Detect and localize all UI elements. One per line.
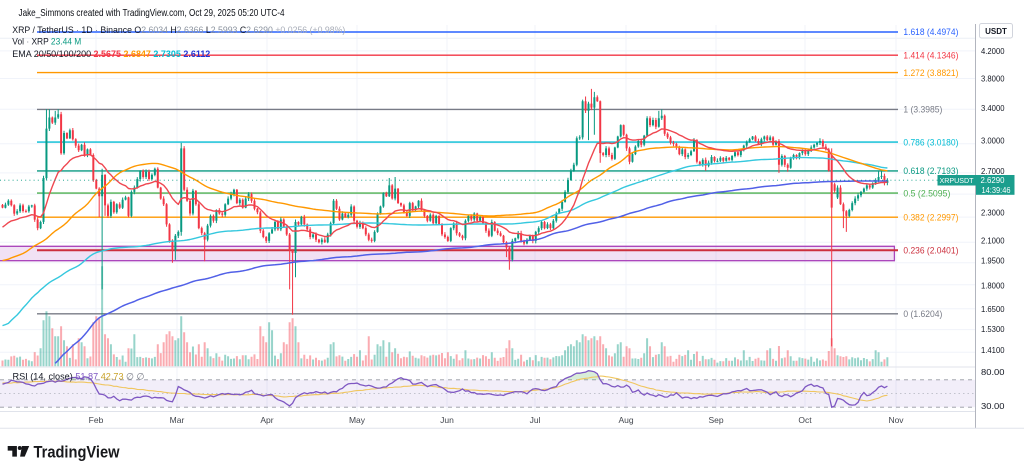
svg-text:1.8000: 1.8000	[981, 282, 1005, 291]
svg-text:0 (1.6204): 0 (1.6204)	[903, 309, 942, 319]
svg-text:0.236 (2.0401): 0.236 (2.0401)	[903, 245, 958, 255]
svg-text:Vol · XRP 23.44 M: Vol · XRP 23.44 M	[12, 36, 81, 46]
svg-text:1.4100: 1.4100	[981, 346, 1005, 355]
svg-text:Aug: Aug	[618, 415, 633, 425]
svg-text:0.382 (2.2997): 0.382 (2.2997)	[903, 212, 958, 222]
svg-text:1.272 (3.8821): 1.272 (3.8821)	[903, 68, 958, 78]
svg-text:Nov: Nov	[888, 415, 904, 425]
svg-text:TradingView: TradingView	[34, 444, 120, 462]
svg-text:Jun: Jun	[440, 415, 454, 425]
svg-text:Jul: Jul	[530, 415, 541, 425]
svg-text:30.00: 30.00	[981, 402, 1005, 411]
svg-text:USDT: USDT	[985, 27, 1007, 36]
svg-text:2.3000: 2.3000	[981, 208, 1005, 217]
svg-text:2.6290: 2.6290	[981, 176, 1005, 185]
svg-text:Sep: Sep	[708, 415, 723, 425]
svg-text:RSI (14, close) 51.87 42.73 ∅: RSI (14, close) 51.87 42.73 ∅ ∅	[13, 372, 145, 382]
svg-text:3.8000: 3.8000	[981, 75, 1005, 84]
svg-text:2.1000: 2.1000	[981, 236, 1005, 245]
svg-text:Mar: Mar	[170, 415, 185, 425]
svg-text:Apr: Apr	[260, 415, 273, 425]
svg-text:0.5 (2.5095): 0.5 (2.5095)	[903, 188, 950, 198]
svg-text:2.7000: 2.7000	[981, 167, 1005, 176]
svg-text:EMA 20/50/100/200 2.5675 2.684: EMA 20/50/100/200 2.5675 2.6847 2.7305 2…	[12, 49, 210, 59]
svg-text:3.0000: 3.0000	[981, 136, 1005, 145]
svg-text:May: May	[349, 415, 366, 425]
svg-text:1 (3.3985): 1 (3.3985)	[903, 105, 942, 115]
svg-text:1.9500: 1.9500	[981, 257, 1005, 266]
svg-text:1.6500: 1.6500	[981, 305, 1005, 314]
svg-text:XRP / TetherUS · 1D · Binance: XRP / TetherUS · 1D · Binance O2.6034 H2…	[12, 25, 345, 35]
svg-text:1.618 (4.4974): 1.618 (4.4974)	[903, 27, 958, 37]
svg-text:0.786 (3.0180): 0.786 (3.0180)	[903, 137, 958, 147]
svg-text:80.00: 80.00	[981, 368, 1005, 377]
svg-text:1.5300: 1.5300	[981, 325, 1005, 334]
svg-text:3.4000: 3.4000	[981, 104, 1005, 113]
svg-text:Feb: Feb	[89, 415, 104, 425]
svg-text:4.2000: 4.2000	[981, 47, 1005, 56]
svg-text:Oct: Oct	[798, 415, 812, 425]
svg-text:XRPUSDT: XRPUSDT	[940, 176, 974, 185]
svg-text:Jake_Simmons created with Trad: Jake_Simmons created with TradingView.co…	[19, 7, 285, 19]
svg-text:1.414 (4.1346): 1.414 (4.1346)	[903, 50, 958, 60]
svg-text:14:39:46: 14:39:46	[982, 186, 1011, 195]
svg-text:0.618 (2.7193): 0.618 (2.7193)	[903, 166, 958, 176]
